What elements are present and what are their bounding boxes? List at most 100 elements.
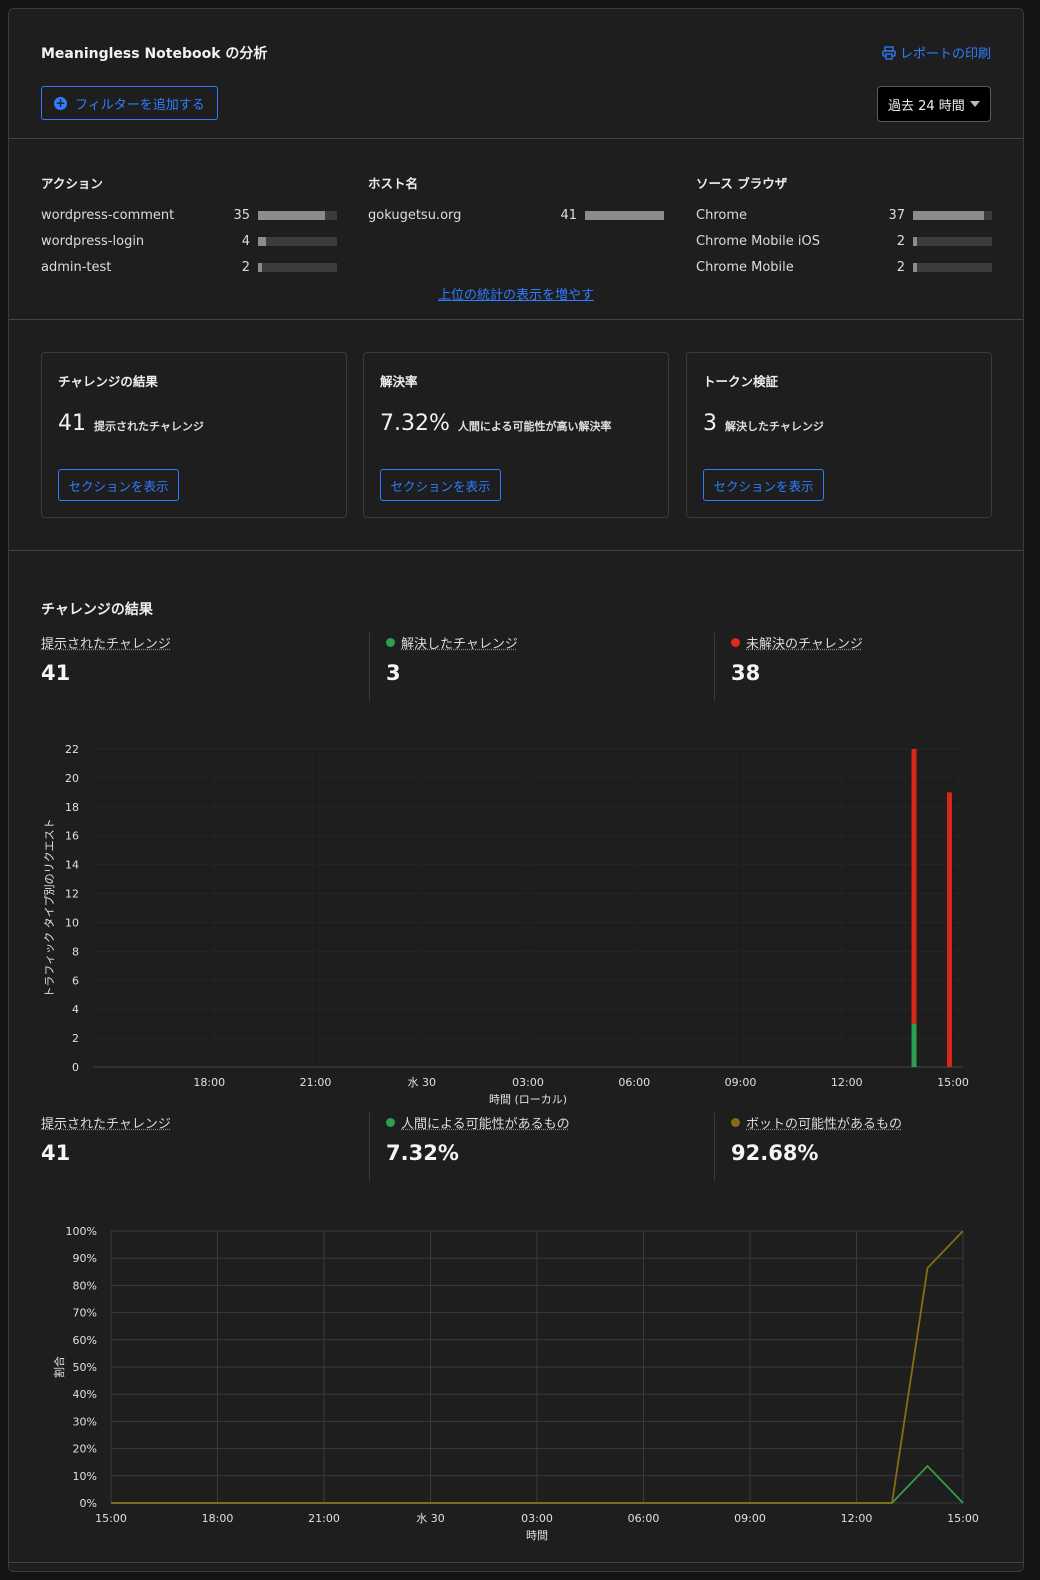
stat-row[interactable]: Chrome Mobile 2	[696, 254, 992, 280]
add-filter-button[interactable]: + フィルターを追加する	[41, 86, 218, 120]
divider	[9, 138, 1023, 139]
card-description: 人間による可能性が高い解決率	[457, 420, 612, 433]
add-filter-label: フィルターを追加する	[75, 97, 205, 113]
legend-dot-icon	[386, 638, 395, 647]
stat-row-bar	[258, 210, 337, 220]
stat-row-count: 35	[233, 207, 250, 223]
x-tick-label: 水 30	[408, 1076, 437, 1089]
stat-row-count: 4	[241, 233, 250, 249]
x-tick-label: 15:00	[947, 1512, 979, 1525]
stat-row-bar-fill	[258, 262, 262, 272]
view-section-button[interactable]: セクションを表示	[58, 469, 179, 501]
stat-row-bar	[585, 210, 664, 220]
kpi-likely-human: 人間による可能性があるもの 7.32%	[386, 1113, 698, 1181]
y-tick-label: 0%	[80, 1497, 97, 1510]
y-tick-label: 22	[65, 743, 79, 756]
view-section-button[interactable]: セクションを表示	[380, 469, 501, 501]
kpi-row-challenges: 提示されたチャレンジ 41 解決したチャレンジ 3 未解決のチャレンジ 38	[41, 633, 1023, 701]
y-tick-label: 10%	[73, 1470, 97, 1483]
kpi-divider	[369, 633, 370, 701]
kpi-label[interactable]: 人間による可能性があるもの	[386, 1113, 698, 1132]
y-tick-label: 18	[65, 801, 79, 814]
card-title: チャレンジの結果	[58, 374, 158, 389]
kpi-label[interactable]: ボットの可能性があるもの	[731, 1113, 1023, 1132]
divider	[9, 319, 1023, 320]
stat-row-name: wordpress-login	[41, 233, 145, 249]
stat-row-name: Chrome Mobile	[696, 259, 794, 275]
x-tick-label: 09:00	[725, 1076, 757, 1089]
card-value: 41	[58, 411, 86, 436]
stat-row[interactable]: Chrome Mobile iOS 2	[696, 228, 992, 254]
card-title: 解決率	[380, 374, 418, 389]
x-tick-label: 水 30	[416, 1512, 445, 1525]
stat-row[interactable]: wordpress-login 4	[41, 228, 337, 254]
stat-row-bar	[258, 236, 337, 246]
y-axis-label: 割合	[52, 1356, 66, 1378]
kpi-label[interactable]: 未解決のチャレンジ	[731, 633, 1023, 652]
plus-icon: +	[54, 95, 67, 110]
y-tick-label: 20	[65, 772, 79, 785]
card-value: 3	[703, 411, 717, 436]
stat-row-bar-fill	[913, 236, 917, 246]
stat-row-name: Chrome Mobile iOS	[696, 233, 820, 249]
x-tick-label: 03:00	[521, 1512, 553, 1525]
stat-row[interactable]: Chrome 37	[696, 202, 992, 228]
stat-row-name: gokugetsu.org	[368, 207, 462, 223]
y-tick-label: 50%	[73, 1361, 97, 1374]
legend-dot-icon	[386, 1118, 395, 1127]
x-axis-label: 時間 (ローカル)	[489, 1093, 567, 1106]
legend-dot-icon	[731, 638, 740, 647]
x-tick-label: 18:00	[193, 1076, 225, 1089]
y-tick-label: 30%	[73, 1415, 97, 1428]
y-tick-label: 16	[65, 830, 79, 843]
x-axis-label: 時間	[526, 1529, 548, 1542]
kpi-label-text: 解決したチャレンジ	[401, 637, 518, 652]
x-tick-label: 09:00	[734, 1512, 766, 1525]
kpi-divider	[714, 633, 715, 701]
kpi-value: 3	[386, 661, 401, 685]
kpi-label[interactable]: 提示されたチャレンジ	[41, 1113, 353, 1132]
page-title: Meaningless Notebook の分析	[41, 46, 268, 62]
stat-column-browsers: ソース ブラウザ Chrome 37 Chrome Mobile iOS 2 Chrom…	[696, 173, 992, 280]
x-tick-label: 12:00	[831, 1076, 863, 1089]
kpi-issued: 提示されたチャレンジ 41	[41, 1113, 353, 1181]
show-more-stats-link[interactable]: 上位の統計の表示を増やす	[437, 288, 594, 303]
kpi-label-text: 人間による可能性があるもの	[401, 1117, 570, 1132]
stat-row[interactable]: gokugetsu.org 41	[368, 202, 664, 228]
stat-row[interactable]: wordpress-comment 35	[41, 202, 337, 228]
bar-solved	[911, 1023, 917, 1067]
time-range-value: 過去 24 時間	[888, 98, 965, 114]
y-tick-label: 8	[72, 945, 79, 958]
y-tick-label: 40%	[73, 1388, 97, 1401]
requests-bar-chart: 0 2 4 6 8 10 12 14 16 18 20 22 18:00 21:00 水 30 03:00 06…	[43, 743, 969, 1106]
kpi-likely-bot: ボットの可能性があるもの 92.68%	[731, 1113, 1023, 1181]
kpi-label-text: 未解決のチャレンジ	[746, 637, 863, 652]
card-title: トークン検証	[703, 374, 779, 389]
time-range-select[interactable]: 過去 24 時間	[877, 86, 991, 122]
print-report-label: レポートの印刷	[899, 47, 991, 62]
print-report-link[interactable]: レポートの印刷	[882, 43, 991, 62]
x-tick-label: 03:00	[512, 1076, 544, 1089]
stat-row-name: admin-test	[41, 259, 112, 275]
kpi-divider	[714, 1113, 715, 1181]
view-section-button[interactable]: セクションを表示	[703, 469, 824, 501]
stat-row-name: Chrome	[696, 207, 747, 223]
x-tick-label: 12:00	[841, 1512, 873, 1525]
kpi-label[interactable]: 提示されたチャレンジ	[41, 633, 353, 652]
y-tick-label: 14	[65, 859, 79, 872]
bar-unsolved	[946, 792, 952, 1067]
stat-row-bar-fill	[258, 210, 326, 220]
bar-unsolved	[911, 749, 917, 1024]
kpi-label[interactable]: 解決したチャレンジ	[386, 633, 698, 652]
stat-column-hostnames: ホスト名 gokugetsu.org 41	[368, 173, 664, 228]
kpi-value: 7.32%	[386, 1141, 459, 1165]
y-tick-label: 20%	[73, 1443, 97, 1456]
kpi-unsolved: 未解決のチャレンジ 38	[731, 633, 1023, 701]
y-tick-label: 90%	[73, 1252, 97, 1265]
card-description: 解決したチャレンジ	[725, 420, 824, 433]
card-value: 7.32%	[380, 411, 450, 436]
legend-dot-icon	[731, 1118, 740, 1127]
stat-column-title: アクション	[41, 176, 103, 191]
stat-row[interactable]: admin-test 2	[41, 254, 337, 280]
y-tick-label: 80%	[73, 1279, 97, 1292]
